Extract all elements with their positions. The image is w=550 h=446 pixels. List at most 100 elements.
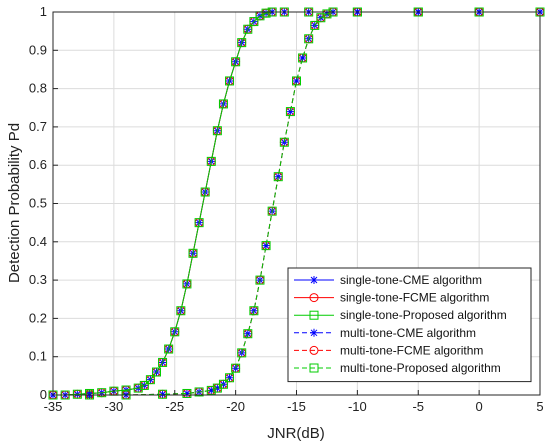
- data-point: [261, 241, 271, 251]
- data-point: [158, 390, 167, 399]
- y-tick-label: 0.1: [29, 349, 47, 364]
- data-point: [176, 306, 186, 316]
- data-point: [218, 99, 228, 109]
- x-tick-label: -20: [226, 399, 245, 414]
- data-point: [170, 327, 180, 337]
- legend-marker: [309, 345, 319, 355]
- y-tick-label: 0.6: [29, 157, 47, 172]
- data-point: [72, 389, 82, 399]
- x-tick-label: -5: [412, 399, 424, 414]
- x-tick-label: 0: [476, 399, 483, 414]
- legend-box: [287, 267, 532, 383]
- data-point: [285, 107, 295, 117]
- data-point: [182, 389, 191, 398]
- legend-label: single-tone-Proposed algorithm: [340, 308, 507, 322]
- data-point: [255, 275, 265, 285]
- legend-marker: [310, 328, 318, 337]
- data-point: [262, 241, 271, 250]
- data-point: [207, 386, 216, 395]
- data-point: [97, 388, 107, 398]
- data-point: [322, 9, 332, 19]
- data-point: [310, 20, 320, 30]
- legend-marker: [309, 293, 319, 303]
- y-tick-label: 1: [40, 4, 47, 19]
- x-tick-label: -30: [104, 399, 123, 414]
- data-point: [286, 107, 295, 116]
- data-point: [158, 357, 168, 367]
- data-point: [225, 373, 234, 382]
- x-tick-label: -10: [348, 399, 367, 414]
- data-point: [249, 17, 259, 27]
- legend-marker: [310, 276, 318, 284]
- data-point: [292, 76, 301, 85]
- data-point: [225, 373, 235, 383]
- data-point: [151, 367, 161, 377]
- legend-entry: multi-tone-FCME algorithm: [294, 343, 483, 357]
- series-line: [53, 11, 540, 396]
- data-point: [188, 248, 198, 258]
- data-point: [164, 344, 174, 354]
- y-axis-title: Detection Probability Pd: [6, 123, 23, 283]
- data-point: [243, 24, 253, 34]
- data-point: [298, 53, 307, 62]
- legend-label: multi-tone-CME algorithm: [340, 326, 476, 340]
- y-tick-label: 0.2: [29, 310, 47, 325]
- x-tick-label: -25: [165, 399, 184, 414]
- data-point: [194, 387, 204, 397]
- legend-label: single-tone-FCME algorithm: [340, 291, 489, 305]
- y-tick-label: 0.9: [29, 42, 47, 57]
- data-point: [279, 137, 289, 147]
- y-tick-label: 0.4: [29, 234, 47, 249]
- data-point: [237, 348, 247, 358]
- data-point: [133, 383, 143, 393]
- legend-entry: single-tone-FCME algorithm: [294, 291, 489, 305]
- data-point: [139, 380, 149, 390]
- data-point: [274, 172, 283, 181]
- data-point: [206, 156, 216, 166]
- legend-label: multi-tone-Proposed algorithm: [340, 361, 501, 375]
- axis-ticks: -35 -30 -25 -20 -15 -10 -5 0 5 0 0.1 0.2 0.3 0.4 0.5 0.…: [29, 4, 544, 414]
- data-point: [249, 306, 259, 316]
- x-axis-title: JNR(dB): [267, 425, 325, 442]
- legend-marker: [309, 310, 319, 320]
- legend-entry: single-tone-Proposed algorithm: [294, 308, 507, 322]
- y-tick-label: 0.3: [29, 272, 47, 287]
- data-point: [200, 187, 210, 197]
- data-point: [145, 375, 155, 385]
- legend-entry: single-tone-CME algorithm: [294, 273, 482, 287]
- series-6: [48, 7, 545, 400]
- x-tick-label: -15: [287, 399, 306, 414]
- x-tick-label: 5: [536, 399, 543, 414]
- data-point: [273, 172, 283, 182]
- data-point: [243, 329, 253, 339]
- data-point: [231, 57, 241, 67]
- y-tick-label: 0.8: [29, 81, 47, 96]
- y-tick-label: 0.7: [29, 119, 47, 134]
- data-point: [243, 329, 252, 338]
- data-point: [212, 126, 222, 136]
- data-point: [261, 8, 271, 18]
- legend-entry: multi-tone-Proposed algorithm: [294, 361, 501, 375]
- y-tick-label: 0: [40, 387, 47, 402]
- data-point: [182, 388, 192, 398]
- data-point: [218, 379, 228, 389]
- data-point: [206, 385, 216, 395]
- legend-label: single-tone-CME algorithm: [340, 273, 482, 287]
- x-tick-label: -35: [44, 399, 63, 414]
- data-point: [182, 279, 192, 289]
- data-point: [231, 363, 241, 373]
- legend: single-tone-CME algorithm single-tone-FCM…: [287, 267, 532, 383]
- y-tick-label: 0.5: [29, 196, 47, 211]
- data-point: [292, 76, 301, 86]
- data-point: [237, 38, 247, 48]
- data-point: [194, 218, 204, 228]
- data-point: [225, 76, 235, 86]
- data-point: [158, 389, 168, 399]
- data-point: [304, 34, 314, 44]
- legend-label: multi-tone-FCME algorithm: [340, 343, 483, 357]
- data-point: [298, 53, 308, 63]
- legend-marker: [309, 363, 319, 373]
- legend-entry: multi-tone-CME algorithm: [294, 326, 476, 340]
- data-point: [267, 206, 277, 216]
